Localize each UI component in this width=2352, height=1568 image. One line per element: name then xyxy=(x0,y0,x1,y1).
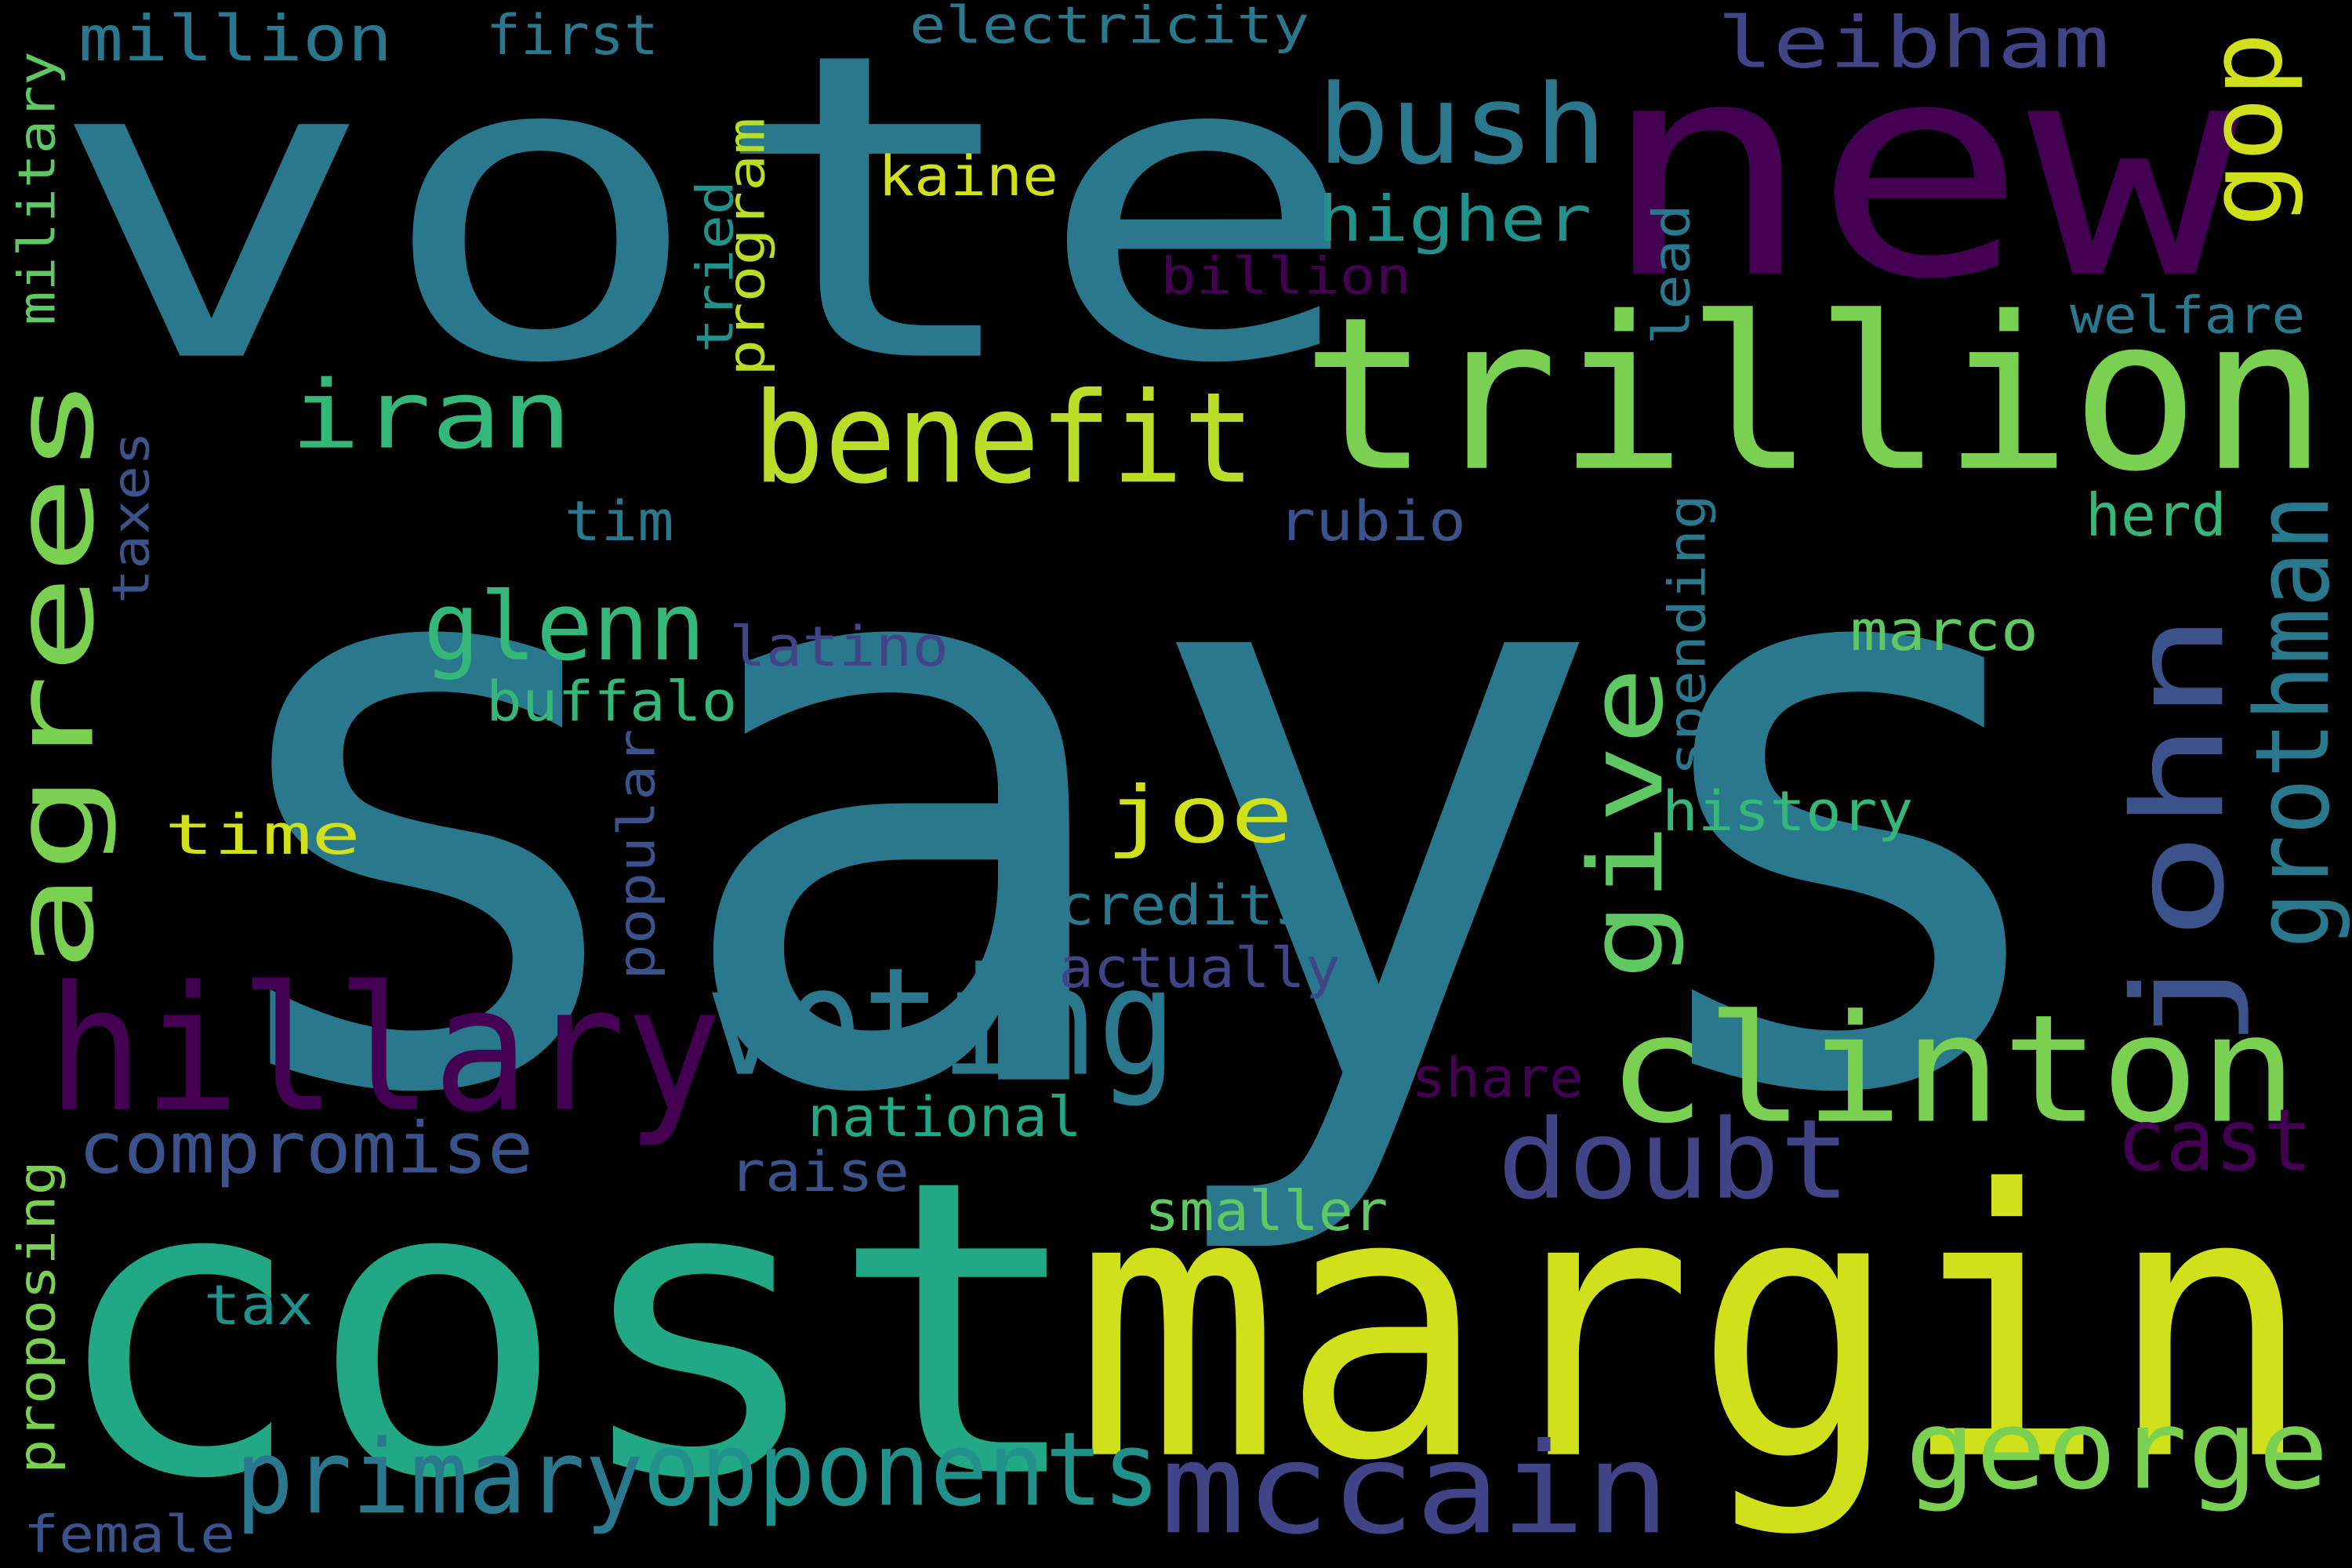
word-gop: gop xyxy=(2186,31,2306,227)
word-spending: spending xyxy=(1657,494,1718,776)
word-doubt: doubt xyxy=(1497,1095,1851,1225)
word-herd: herd xyxy=(2085,481,2227,550)
word-credits: credits xyxy=(1058,873,1310,938)
word-tax: tax xyxy=(204,1272,314,1338)
word-john: john xyxy=(2105,612,2252,1051)
word-marco: marco xyxy=(1850,598,2039,663)
word-mccain: mccain xyxy=(1160,1415,1671,1563)
word-military: military xyxy=(7,51,67,325)
word-voting: voting xyxy=(706,935,1177,1110)
word-actually: actually xyxy=(1058,935,1341,1000)
word-first: first xyxy=(486,2,659,67)
word-national: national xyxy=(808,1084,1082,1149)
word-proposing: proposing xyxy=(7,1160,67,1474)
word-bush: bush xyxy=(1317,60,1607,190)
word-tim: tim xyxy=(564,488,674,554)
word-taxes: taxes xyxy=(101,430,162,604)
word-agrees: agrees xyxy=(0,376,119,972)
word-compromise: compromise xyxy=(78,1106,534,1190)
word-joe: joe xyxy=(1105,769,1294,861)
word-buffalo: buffalo xyxy=(486,669,738,734)
word-time: time xyxy=(165,802,361,867)
word-says: says xyxy=(188,336,2085,1272)
word-clinton: clinton xyxy=(1607,982,2298,1157)
word-opponents: opponents xyxy=(643,1410,1160,1530)
word-welfare: welfare xyxy=(2070,285,2306,346)
word-margin: margin xyxy=(1074,1111,2314,1543)
word-billion: billion xyxy=(1160,246,1412,307)
word-smaller: smaller xyxy=(1145,1178,1388,1243)
word-rubio: rubio xyxy=(1278,488,1467,554)
word-raise: raise xyxy=(729,1139,910,1204)
word-latino: latino xyxy=(729,614,949,679)
word-lead: lead xyxy=(1642,204,1702,345)
word-history: history xyxy=(1662,779,1914,844)
word-cast: cast xyxy=(2117,1090,2313,1191)
word-cost: cost xyxy=(47,1092,1090,1568)
word-kaine: kaine xyxy=(878,143,1059,209)
word-electricity: electricity xyxy=(909,0,1310,56)
word-trillion: trillion xyxy=(1301,270,2328,519)
word-new: new xyxy=(1599,0,2241,346)
word-share: share xyxy=(1411,1045,1584,1110)
word-vote: vote xyxy=(47,0,1363,458)
word-higher: higher xyxy=(1317,182,1592,256)
word-primary: primary xyxy=(235,1417,644,1537)
word-hillary: hillary xyxy=(47,949,722,1151)
word-iran: iran xyxy=(290,360,572,470)
word-popular: popular xyxy=(607,728,667,980)
word-george: george xyxy=(1905,1385,2329,1515)
word-program: program xyxy=(717,117,777,377)
word-benefit: benefit xyxy=(753,365,1255,512)
word-million: million xyxy=(78,2,393,76)
word-female: female xyxy=(24,1504,236,1565)
word-glenn: glenn xyxy=(423,572,706,682)
word-grothman: grothman xyxy=(2233,494,2352,949)
word-leibham: leibham xyxy=(1717,1,2110,85)
